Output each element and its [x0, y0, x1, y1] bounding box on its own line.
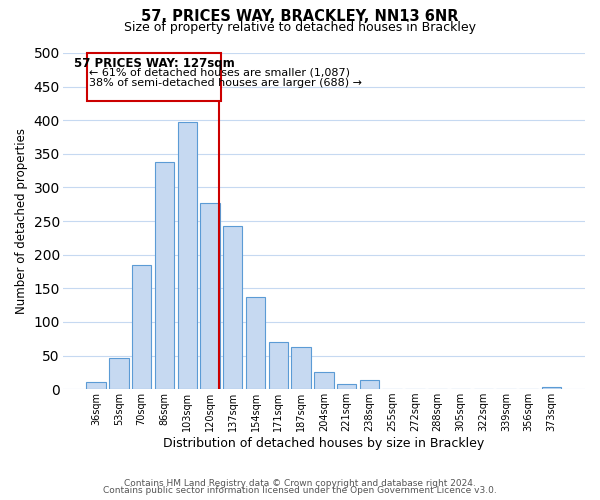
- Text: ← 61% of detached houses are smaller (1,087): ← 61% of detached houses are smaller (1,…: [89, 67, 350, 77]
- Text: Contains HM Land Registry data © Crown copyright and database right 2024.: Contains HM Land Registry data © Crown c…: [124, 478, 476, 488]
- Bar: [246, 297, 265, 389]
- Text: Size of property relative to detached houses in Brackley: Size of property relative to detached ho…: [124, 21, 476, 34]
- Bar: [109, 358, 128, 389]
- Bar: [178, 122, 197, 389]
- Text: 57 PRICES WAY: 127sqm: 57 PRICES WAY: 127sqm: [74, 57, 235, 70]
- Bar: [314, 372, 334, 389]
- Bar: [292, 347, 311, 389]
- Y-axis label: Number of detached properties: Number of detached properties: [15, 128, 28, 314]
- Bar: [132, 265, 151, 389]
- Text: Contains public sector information licensed under the Open Government Licence v3: Contains public sector information licen…: [103, 486, 497, 495]
- Bar: [542, 387, 561, 389]
- Text: 57, PRICES WAY, BRACKLEY, NN13 6NR: 57, PRICES WAY, BRACKLEY, NN13 6NR: [141, 9, 459, 24]
- Bar: [223, 226, 242, 389]
- Bar: [337, 384, 356, 389]
- Bar: [155, 162, 174, 389]
- Text: 38% of semi-detached houses are larger (688) →: 38% of semi-detached houses are larger (…: [89, 78, 362, 88]
- Bar: [200, 203, 220, 389]
- FancyBboxPatch shape: [86, 53, 221, 102]
- Bar: [360, 380, 379, 389]
- Bar: [86, 382, 106, 389]
- X-axis label: Distribution of detached houses by size in Brackley: Distribution of detached houses by size …: [163, 437, 484, 450]
- Bar: [269, 342, 288, 389]
